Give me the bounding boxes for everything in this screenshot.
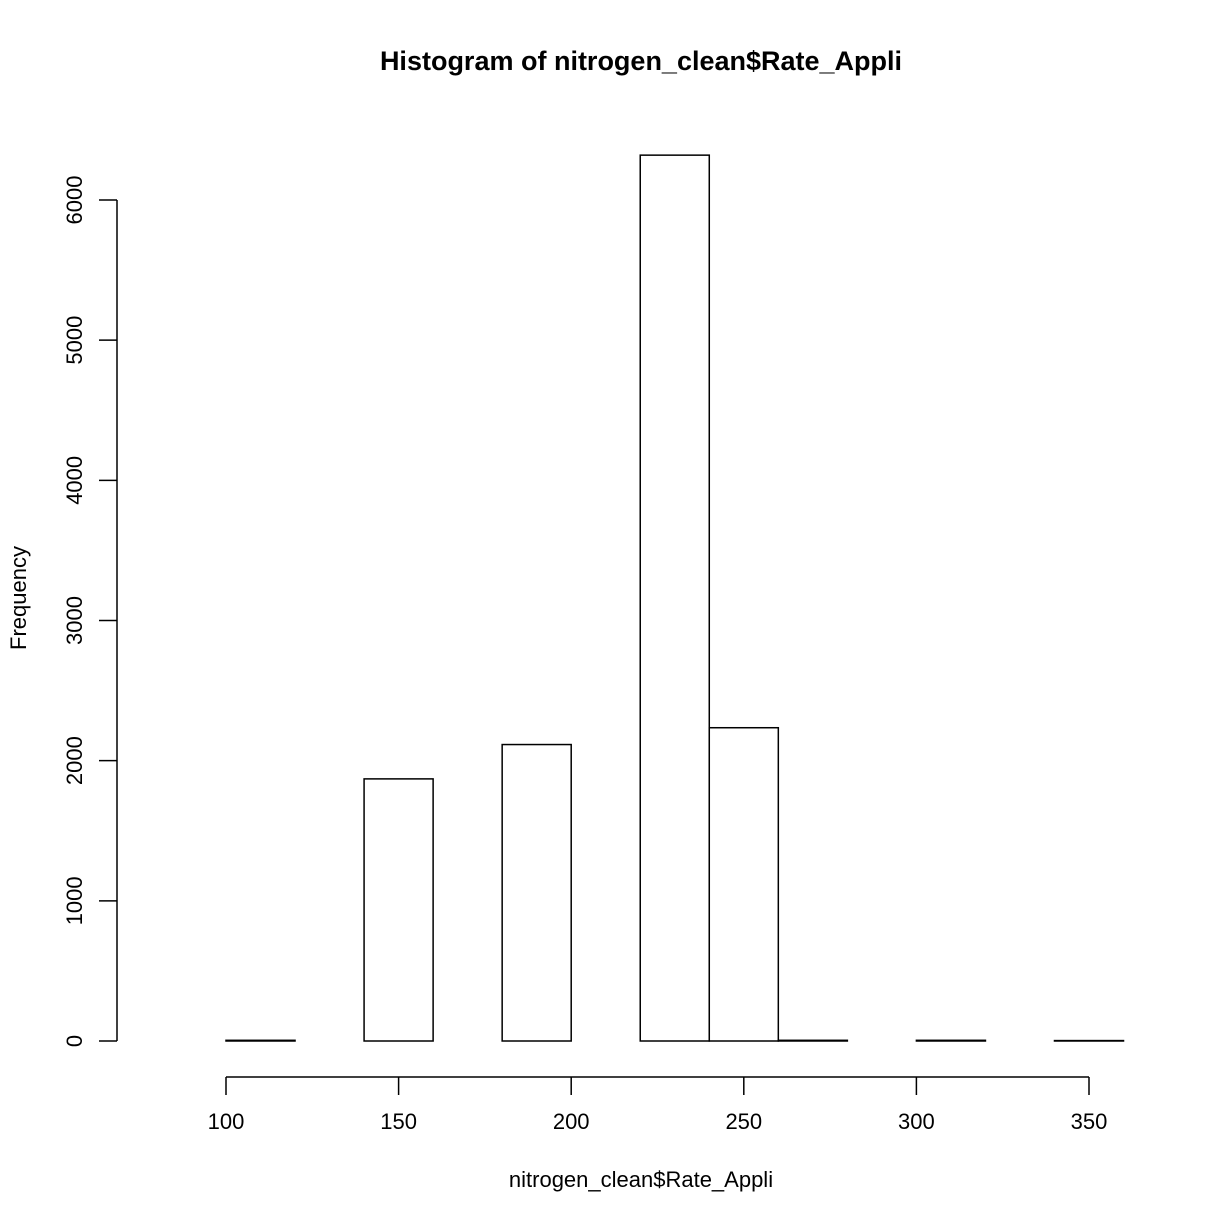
chart-title: Histogram of nitrogen_clean$Rate_Appli xyxy=(380,46,902,76)
x-tick-label: 100 xyxy=(208,1109,245,1134)
histogram-bar-180-200 xyxy=(501,743,572,1042)
histogram-bar-260-280 xyxy=(777,1039,849,1042)
y-tick-label: 0 xyxy=(62,1035,87,1047)
histogram-bar-100-120 xyxy=(225,1039,296,1042)
y-tick-label: 2000 xyxy=(62,736,87,785)
y-axis: 0 1000 2000 3000 4000 5000 6000 xyxy=(62,176,118,1047)
x-tick-label: 150 xyxy=(380,1109,417,1134)
histogram-bar-240-260 xyxy=(708,726,780,1042)
x-tick-label: 300 xyxy=(898,1109,935,1134)
x-tick-label: 200 xyxy=(553,1109,590,1134)
bars-group xyxy=(225,154,1125,1042)
y-tick-label: 1000 xyxy=(62,876,87,925)
x-tick-label: 250 xyxy=(725,1109,762,1134)
y-axis-label: Frequency xyxy=(6,546,31,650)
x-axis: 100 150 200 250 300 350 xyxy=(208,1076,1108,1134)
y-tick-label: 3000 xyxy=(62,596,87,645)
histogram-bar-140-160 xyxy=(363,778,434,1042)
y-tick-label: 5000 xyxy=(62,316,87,365)
y-tick-label: 6000 xyxy=(62,176,87,225)
x-axis-label: nitrogen_clean$Rate_Appli xyxy=(509,1167,773,1192)
y-tick-label: 4000 xyxy=(62,456,87,505)
x-tick-label: 350 xyxy=(1071,1109,1108,1134)
histogram-bar-220-240 xyxy=(639,154,711,1042)
histogram-bar-300-320 xyxy=(915,1039,987,1042)
